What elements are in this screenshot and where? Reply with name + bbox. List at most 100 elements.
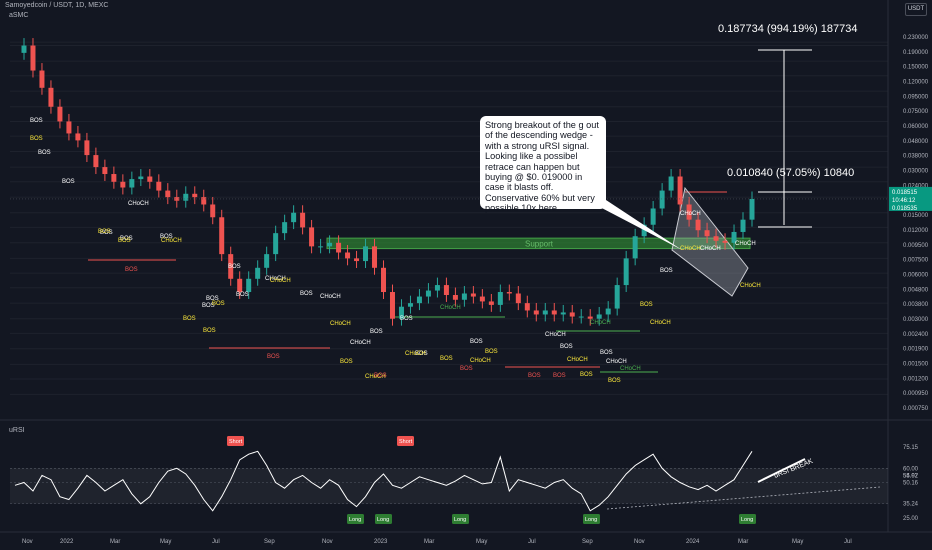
indicator-top-label: aSMC <box>9 12 29 19</box>
candle-body <box>75 133 81 141</box>
smc-label-white: BOS <box>160 234 173 240</box>
smc-label-yellow: BOS <box>485 349 498 355</box>
ursi-break-arrow <box>757 458 806 483</box>
candle-body <box>605 308 611 315</box>
smc-label-white: CHoCH <box>350 340 371 346</box>
candle-body <box>596 314 602 319</box>
currency-button[interactable]: USDT <box>905 3 927 16</box>
candle-body <box>156 181 162 191</box>
signal-tag <box>397 436 414 446</box>
smc-label-white: BOS <box>236 292 249 298</box>
candle-body <box>300 212 306 228</box>
support-zone <box>326 237 751 250</box>
smc-label-white: BOS <box>470 339 483 345</box>
smc-label-red: BOS <box>528 373 541 379</box>
smc-label-yellow: BOS <box>203 328 216 334</box>
candle-body <box>731 231 737 243</box>
price-label-text: 0.018535 <box>892 206 918 212</box>
smc-label-white: BOS <box>62 179 75 185</box>
candle-body <box>165 190 171 198</box>
candle-body <box>336 242 342 253</box>
candle-body <box>138 176 144 180</box>
smc-label-white: BOS <box>206 296 219 302</box>
smc-label-green: CHoCH <box>440 305 461 311</box>
candle-body <box>533 310 539 315</box>
time-tick-label: Nov <box>634 539 645 545</box>
price-tick-label: 0.003800 <box>903 302 929 308</box>
candle-body <box>542 310 548 315</box>
candle-body <box>354 258 360 262</box>
candle-body <box>614 285 620 309</box>
time-tick-label: Nov <box>22 539 33 545</box>
signal-tag-label: Long <box>741 517 753 523</box>
ursi-line <box>14 450 753 512</box>
price-tick-label: 0.150000 <box>903 65 929 71</box>
smc-label-yellow: CHoCH <box>650 320 671 326</box>
signal-tag-label: Short <box>229 439 243 445</box>
candle-body <box>524 303 530 311</box>
candle-body <box>443 285 449 296</box>
smc-label-red: BOS <box>374 373 387 379</box>
candle-body <box>407 303 413 307</box>
candle-body <box>30 45 36 71</box>
candle-body <box>363 246 369 262</box>
candle-body <box>506 292 512 294</box>
candle-body <box>686 204 692 220</box>
candle-body <box>327 242 333 247</box>
price-tick-label: 0.030000 <box>903 169 929 175</box>
price-tick-label: 0.004800 <box>903 287 929 293</box>
candle-body <box>740 219 746 232</box>
candle-body <box>632 236 638 259</box>
candle-body <box>677 176 683 205</box>
candle-body <box>21 45 27 53</box>
signal-tag <box>583 514 600 524</box>
time-tick-label: Mar <box>110 539 120 545</box>
smc-label-white: BOS <box>370 329 383 335</box>
price-tick-label: 0.230000 <box>903 35 929 41</box>
signal-tag-label: Long <box>349 517 361 523</box>
smc-label-red: BOS <box>267 354 280 360</box>
time-tick-label: 2022 <box>60 539 74 545</box>
candle-body <box>219 217 225 255</box>
ursi-tick-label: 35.24 <box>903 501 919 507</box>
callout-note: Strong breakout of the g out of the desc… <box>480 116 606 213</box>
price-tick-label: 0.009500 <box>903 243 929 249</box>
candle-body <box>713 236 719 241</box>
smc-label-yellow: CHoCH <box>270 278 291 284</box>
signal-tag-label: Long <box>377 517 389 523</box>
ursi-tick-label: 55.02 <box>903 473 919 479</box>
price-tick-label: 0.095000 <box>903 94 929 100</box>
ursi-tick-label: 50.16 <box>903 480 919 486</box>
candle-body <box>111 174 117 182</box>
smc-label-white: BOS <box>228 264 241 270</box>
price-tick-label: 0.012000 <box>903 228 929 234</box>
price-label-text: 0.018515 <box>892 190 918 196</box>
callout-pointer <box>596 200 682 250</box>
candle-body <box>461 293 467 300</box>
smc-label-white: BOS <box>120 236 133 242</box>
smc-label-white: BOS <box>30 118 43 124</box>
smc-label-white: BOS <box>300 291 313 297</box>
time-tick-label: Jul <box>844 539 852 545</box>
price-tick-label: 0.190000 <box>903 50 929 56</box>
candle-body <box>237 278 243 293</box>
smc-label-white: BOS <box>400 316 413 322</box>
candle-body <box>39 70 45 88</box>
candle-body <box>389 292 395 319</box>
price-tick-label: 0.001200 <box>903 376 929 382</box>
smc-label-red: BOS <box>125 267 138 273</box>
smc-label-red: BOS <box>460 366 473 372</box>
candle-body <box>210 204 216 218</box>
smc-label-white: BOS <box>660 268 673 274</box>
price-tick-label: 0.002400 <box>903 332 929 338</box>
ursi-tick-label: 75.15 <box>903 445 919 451</box>
candle-body <box>120 181 126 188</box>
candle-body <box>246 278 252 293</box>
price-tick-label: 0.038000 <box>903 154 929 160</box>
smc-label-yellow: BOS <box>118 238 131 244</box>
signal-tag <box>375 514 392 524</box>
price-tick-label: 0.000950 <box>903 391 929 397</box>
smc-label-white: BOS <box>100 230 113 236</box>
smc-label-white: CHoCH <box>320 294 341 300</box>
